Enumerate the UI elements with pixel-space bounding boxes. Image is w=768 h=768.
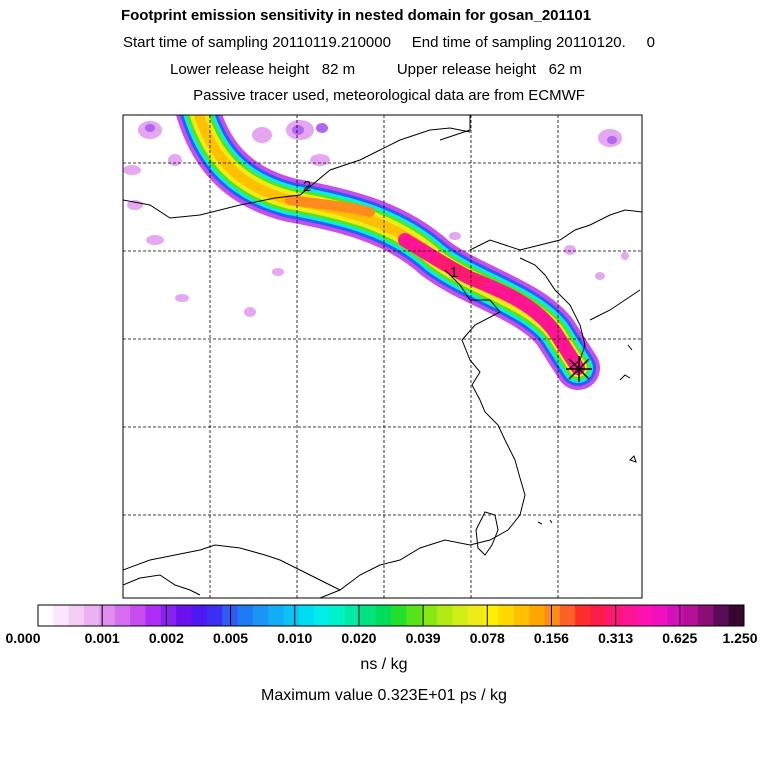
colorbar-cell [529, 605, 545, 626]
colorbar-cell [53, 605, 70, 626]
colorbar-tick-label: 0.156 [534, 630, 569, 646]
colorbar-cell [697, 605, 714, 626]
colorbar-cells [38, 605, 745, 626]
colorbar-cell [728, 605, 745, 626]
sampling-time-line: Start time of sampling 20110119.210000 E… [122, 34, 655, 51]
colorbar-tick-label: 0.001 [85, 630, 120, 646]
max-value-text: Maximum value 0.323E+01 ps / kg [261, 687, 507, 704]
map-content: 2 1 [123, 115, 642, 598]
path-label-1: 1 [450, 264, 458, 281]
colorbar-cell [437, 605, 453, 626]
colorbar-cell [682, 605, 699, 626]
colorbar-cell [99, 605, 116, 626]
colorbar-cell [160, 605, 177, 626]
colorbar-tick-label: 0.010 [277, 630, 312, 646]
colorbar: 0.000 0.001 0.002 0.005 0.010 0.020 0.039 0.078… [5, 604, 758, 646]
colorbar-cell [575, 605, 592, 626]
colorbar-cell [651, 605, 668, 626]
footprint-plume [176, 115, 600, 390]
mid-value-blobs [145, 123, 617, 144]
colorbar-tick-label: 0.005 [213, 630, 248, 646]
colorbar-cell [452, 605, 469, 626]
colorbar-cell [360, 605, 377, 626]
colorbar-cell [667, 605, 684, 626]
colorbar-tick-label: 0.039 [406, 630, 441, 646]
colorbar-tick-label: 0.020 [341, 630, 376, 646]
colorbar-unit: ns / kg [360, 656, 408, 673]
colorbar-cell [268, 605, 285, 626]
colorbar-tick-label: 0.625 [662, 630, 697, 646]
release-height-line: Lower release height 82 m Upper release … [170, 61, 582, 78]
colorbar-cell [237, 605, 254, 626]
colorbar-cell [621, 605, 638, 626]
colorbar-cell [145, 605, 162, 626]
colorbar-cell [559, 605, 576, 626]
colorbar-cell [206, 605, 223, 626]
colorbar-cell [498, 605, 515, 626]
colorbar-ticks: 0.000 0.001 0.002 0.005 0.010 0.020 0.039 0.078… [5, 604, 758, 646]
colorbar-cell [314, 605, 331, 626]
path-label-2: 2 [303, 178, 311, 195]
coastlines [123, 115, 642, 598]
colorbar-cell [176, 605, 192, 626]
colorbar-cell [590, 605, 607, 626]
colorbar-cell [483, 605, 499, 626]
colorbar-cell [375, 605, 392, 626]
colorbar-cell [114, 605, 131, 626]
colorbar-cell [329, 605, 346, 626]
colorbar-tick-label: 0.002 [149, 630, 184, 646]
colorbar-cell [421, 605, 438, 626]
colorbar-cell [467, 605, 484, 626]
chart-title: Footprint emission sensitivity in nested… [120, 7, 592, 24]
colorbar-cell [38, 605, 54, 626]
colorbar-cell [605, 605, 622, 626]
map-grid [123, 115, 642, 598]
colorbar-cell [84, 605, 100, 626]
colorbar-frame [37, 604, 745, 627]
colorbar-cell [191, 605, 208, 626]
colorbar-tick-label: 1.250 [722, 630, 757, 646]
map-plot: 2 1 [122, 114, 643, 599]
colorbar-cell [513, 605, 530, 626]
map-frame [122, 114, 643, 599]
colorbar-cell [636, 605, 653, 626]
colorbar-cell [252, 605, 269, 626]
colorbar-cell [344, 605, 361, 626]
colorbar-cell [130, 605, 146, 626]
colorbar-cell [544, 605, 561, 626]
colorbar-cell [283, 605, 300, 626]
colorbar-tick-label: 0.313 [598, 630, 633, 646]
colorbar-cell [406, 605, 423, 626]
tracer-info-line: Passive tracer used, meteorological data… [193, 87, 585, 104]
colorbar-cell [713, 605, 730, 626]
colorbar-tick-label: 0.078 [470, 630, 505, 646]
colorbar-cell [298, 605, 315, 626]
colorbar-cell [391, 605, 407, 626]
colorbar-tick-label: 0.000 [5, 630, 40, 646]
receptor-marker [566, 356, 592, 382]
colorbar-cell [68, 605, 85, 626]
